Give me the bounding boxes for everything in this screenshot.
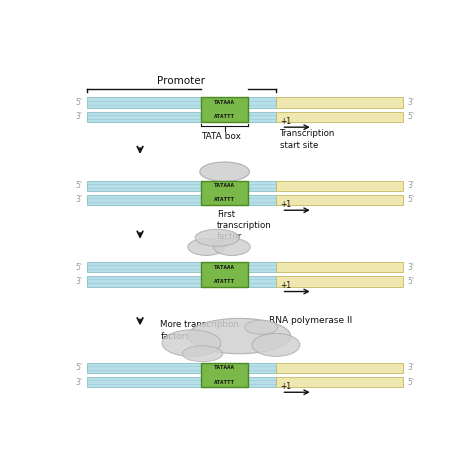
Bar	[87, 97, 276, 108]
Bar	[276, 262, 403, 273]
Text: +1: +1	[281, 281, 292, 291]
Text: TATAAA: TATAAA	[214, 365, 235, 370]
Ellipse shape	[188, 319, 291, 354]
Bar	[87, 195, 276, 205]
Bar	[87, 363, 276, 373]
Text: 5': 5'	[407, 377, 414, 386]
Bar	[87, 377, 276, 387]
Text: ATATTT: ATATTT	[214, 279, 235, 284]
Text: More transcription
factors: More transcription factors	[160, 320, 239, 341]
Text: 5': 5'	[407, 196, 414, 205]
Text: 5': 5'	[75, 364, 82, 372]
Text: 5': 5'	[75, 263, 82, 272]
Text: RNA polymerase II: RNA polymerase II	[269, 316, 352, 325]
Text: 5': 5'	[407, 112, 414, 122]
Bar	[201, 363, 248, 387]
Bar	[276, 363, 403, 373]
Text: TATAAA: TATAAA	[214, 265, 235, 269]
Text: TATAAA: TATAAA	[214, 183, 235, 188]
Bar	[87, 180, 276, 191]
Text: 5': 5'	[75, 98, 82, 107]
Text: 5': 5'	[75, 181, 82, 190]
Text: +1: +1	[281, 382, 292, 391]
Ellipse shape	[188, 239, 225, 256]
Ellipse shape	[200, 162, 249, 181]
Ellipse shape	[182, 346, 223, 362]
Text: 5': 5'	[407, 277, 414, 286]
Bar	[201, 97, 248, 122]
Ellipse shape	[195, 230, 239, 246]
Bar	[87, 276, 276, 286]
Text: 3': 3'	[75, 196, 82, 205]
Bar	[276, 195, 403, 205]
Text: +1: +1	[281, 117, 292, 126]
Text: First
transcription
factor: First transcription factor	[217, 209, 272, 241]
Text: TATAAA: TATAAA	[214, 101, 235, 105]
Text: TATA box: TATA box	[201, 132, 241, 141]
Text: 3': 3'	[407, 98, 414, 107]
Bar	[276, 377, 403, 387]
Bar	[276, 97, 403, 108]
Text: Promoter: Promoter	[157, 76, 205, 86]
Text: 3': 3'	[75, 112, 82, 122]
Ellipse shape	[245, 320, 278, 334]
Text: 3': 3'	[407, 364, 414, 372]
Bar	[87, 262, 276, 273]
Text: ATATTT: ATATTT	[214, 114, 235, 119]
Bar	[276, 180, 403, 191]
Text: 3': 3'	[75, 377, 82, 386]
Bar	[201, 180, 248, 205]
Text: 3': 3'	[407, 263, 414, 272]
Text: ATATTT: ATATTT	[214, 197, 235, 202]
Ellipse shape	[162, 330, 221, 356]
Text: 3': 3'	[407, 181, 414, 190]
Text: Transcription
start site: Transcription start site	[280, 129, 335, 150]
Text: ATATTT: ATATTT	[214, 380, 235, 385]
Ellipse shape	[252, 333, 300, 356]
Bar	[276, 112, 403, 122]
Bar	[276, 276, 403, 286]
Bar	[201, 262, 248, 286]
Text: 3': 3'	[75, 277, 82, 286]
Ellipse shape	[213, 239, 250, 256]
Text: +1: +1	[281, 200, 292, 209]
Bar	[87, 112, 276, 122]
